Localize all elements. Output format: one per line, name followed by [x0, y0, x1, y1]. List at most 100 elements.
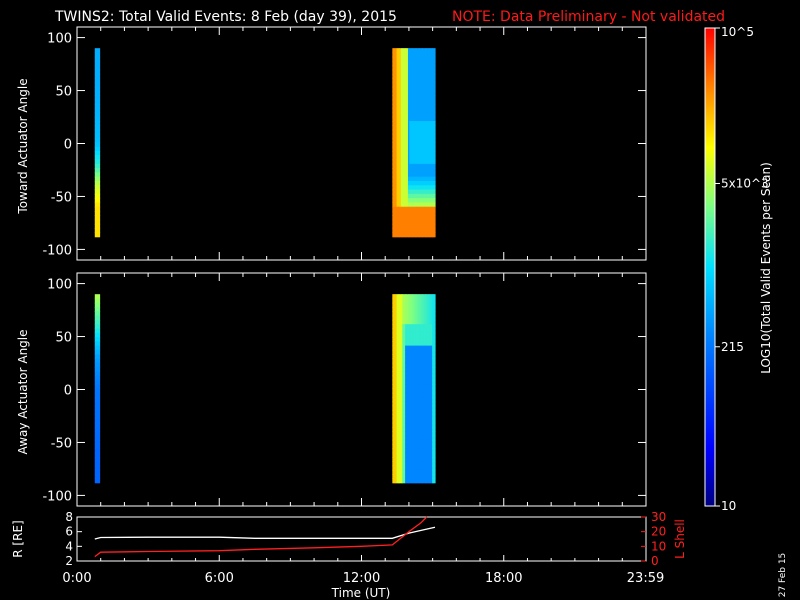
away-heat-cell	[406, 456, 409, 462]
away-heat-cell	[402, 392, 405, 398]
toward-heat-cell	[423, 193, 426, 199]
toward-heat-cell	[433, 189, 436, 195]
toward-heat-cell	[410, 99, 413, 105]
away-heat-cell	[403, 332, 406, 338]
away-heat-cell	[400, 294, 403, 300]
away-heat-cell	[406, 452, 409, 458]
toward-heat-cell	[403, 125, 406, 131]
toward-heat-cell	[426, 181, 429, 186]
toward-heat-cell	[393, 82, 396, 88]
away-heat-cell	[413, 448, 416, 454]
away-heat-cell	[94, 431, 101, 437]
away-heat-cell	[412, 435, 415, 441]
away-heat-cell	[410, 439, 413, 445]
toward-heat-cell	[426, 151, 429, 156]
toward-heat-cell	[422, 52, 425, 58]
toward-heat-cell	[427, 52, 430, 58]
away-heat-cell	[405, 461, 408, 467]
toward-heat-cell	[398, 56, 401, 62]
away-heat-cell	[400, 328, 403, 334]
toward-heat-cell	[420, 202, 423, 208]
away-heat-cell	[427, 388, 430, 394]
away-heat-cell	[400, 375, 403, 381]
away-heat-cell	[417, 371, 420, 377]
toward-heat-cell	[402, 91, 405, 96]
toward-heat-cell	[426, 129, 429, 135]
toward-heat-cell	[406, 125, 409, 131]
toward-heat-cell	[392, 146, 395, 152]
toward-heat-cell	[422, 112, 425, 118]
away-heat-cell	[420, 397, 423, 402]
away-heat-cell	[399, 427, 402, 432]
away-heat-cell	[400, 371, 403, 377]
toward-heat-cell	[415, 146, 418, 152]
away-heat-cell	[425, 478, 428, 484]
away-heat-cell	[426, 294, 429, 300]
away-heat-cell	[425, 409, 428, 415]
away-heat-cell	[392, 418, 395, 424]
toward-heat-cell	[392, 133, 395, 139]
away-heat-cell	[392, 427, 395, 432]
away-heat-cell	[413, 392, 416, 398]
away-heat-cell	[405, 392, 408, 398]
toward-heat-cell	[407, 223, 410, 229]
away-heat-cell	[425, 337, 428, 342]
away-heat-cell	[94, 465, 101, 471]
toward-heat-cell	[395, 48, 398, 54]
away-heat-cell	[395, 439, 398, 445]
toward-heat-cell	[422, 142, 425, 148]
away-heat-cell	[410, 345, 413, 351]
away-heat-cell	[393, 337, 396, 342]
away-heat-cell	[405, 315, 408, 321]
away-heat-cell	[423, 319, 426, 325]
away-heat-cell	[427, 371, 430, 377]
away-heat-cell	[426, 324, 429, 330]
away-heat-cell	[419, 439, 422, 445]
away-heat-cell	[420, 435, 423, 441]
orbit-y2-tick-label: 10	[651, 539, 666, 553]
away-heat-cell	[403, 456, 406, 462]
toward-heat-cell	[417, 181, 420, 186]
away-heat-cell	[423, 384, 426, 390]
toward-heat-cell	[392, 95, 395, 101]
away-heat-cell	[94, 379, 101, 385]
away-heat-cell	[403, 345, 406, 351]
away-heat-cell	[403, 371, 406, 377]
away-heat-cell	[405, 456, 408, 462]
toward-heat-cell	[410, 112, 413, 118]
away-heat-cell	[432, 439, 435, 445]
toward-heat-cell	[416, 69, 419, 75]
away-heat-cell	[407, 456, 410, 462]
away-heat-cell	[407, 405, 410, 411]
away-heat-cell	[406, 409, 409, 415]
toward-heat-cell	[403, 138, 406, 144]
away-heat-cell	[395, 302, 398, 308]
toward-heat-cell	[406, 198, 409, 204]
toward-heat-cell	[398, 78, 401, 84]
toward-heat-cell	[400, 219, 403, 225]
toward-heat-cell	[405, 91, 408, 96]
away-heat-cell	[398, 328, 401, 334]
toward-heat-cell	[425, 65, 428, 71]
away-heat-cell	[395, 392, 398, 398]
toward-heat-cell	[407, 121, 410, 126]
away-heat-cell	[419, 349, 422, 355]
toward-heat-cell	[396, 103, 399, 109]
toward-heat-cell	[419, 91, 422, 96]
toward-heat-cell	[395, 202, 398, 208]
away-heat-cell	[395, 345, 398, 351]
toward-heat-cell	[416, 159, 419, 165]
away-heat-cell	[419, 461, 422, 467]
toward-heat-cell	[432, 189, 435, 195]
toward-heat-cell	[417, 232, 420, 238]
away-heat-cell	[393, 371, 396, 377]
away-heat-cell	[410, 448, 413, 454]
toward-heat-cell	[405, 151, 408, 156]
away-heat-cell	[420, 448, 423, 454]
away-heat-cell	[413, 302, 416, 308]
toward-heat-cell	[417, 86, 420, 92]
away-heat-cell	[396, 367, 399, 372]
toward-heat-cell	[393, 138, 396, 144]
toward-heat-cell	[393, 56, 396, 62]
